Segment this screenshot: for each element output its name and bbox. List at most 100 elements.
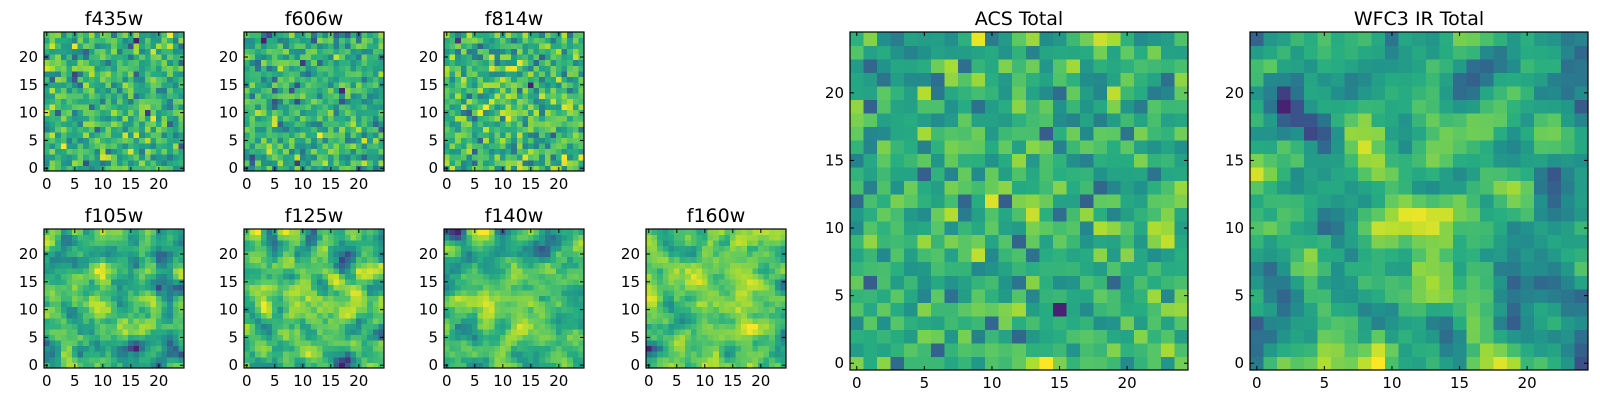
heatmap-cell xyxy=(572,351,579,358)
heatmap-cell xyxy=(283,245,290,252)
heatmap-cell xyxy=(578,312,585,319)
heatmap-cell xyxy=(444,351,450,358)
heatmap-cell xyxy=(696,240,703,247)
heatmap-cell xyxy=(528,126,534,133)
heatmap-cell xyxy=(780,329,787,336)
heatmap-cell xyxy=(44,329,50,336)
heatmap-cell xyxy=(139,43,146,50)
heatmap-cell xyxy=(328,82,334,88)
heatmap-cell xyxy=(483,340,490,347)
heatmap-cell xyxy=(863,248,878,263)
heatmap-cell xyxy=(350,284,357,291)
heatmap-cell xyxy=(116,245,123,252)
heatmap-cell xyxy=(44,87,50,94)
heatmap-cell xyxy=(544,143,551,150)
heatmap-cell xyxy=(718,312,725,319)
heatmap-cell xyxy=(741,317,748,324)
heatmap-cell xyxy=(83,295,90,302)
heatmap-cell xyxy=(139,245,146,252)
heatmap-cell xyxy=(55,290,62,297)
heatmap-cell xyxy=(300,273,306,280)
heatmap-cell xyxy=(77,137,84,144)
heatmap-cell xyxy=(505,240,512,247)
heatmap-cell xyxy=(516,329,523,336)
heatmap-cell xyxy=(763,240,770,247)
heatmap-cell xyxy=(367,104,374,111)
heatmap-cell xyxy=(780,340,787,347)
heatmap-cell xyxy=(511,290,518,297)
heatmap-cell xyxy=(958,356,973,371)
heatmap-cell xyxy=(328,126,334,133)
heatmap-cell xyxy=(511,229,518,235)
heatmap-cell xyxy=(260,48,267,55)
heatmap-cell xyxy=(522,87,529,94)
heatmap-cell xyxy=(60,126,67,133)
heatmap-cell xyxy=(283,115,290,122)
heatmap-cell xyxy=(333,362,340,369)
heatmap-cell xyxy=(100,143,106,150)
heatmap-cell xyxy=(350,115,357,122)
heatmap-cell xyxy=(730,351,736,358)
heatmap-cell xyxy=(718,279,725,285)
heatmap-cell xyxy=(44,356,50,363)
heatmap-cell xyxy=(516,54,523,61)
heatmap-cell xyxy=(460,37,467,44)
heatmap-cell xyxy=(780,284,787,291)
heatmap-cell xyxy=(774,329,781,336)
heatmap-cell xyxy=(931,167,946,182)
heatmap-cell xyxy=(249,251,256,258)
heatmap-cell xyxy=(505,351,512,358)
heatmap-cell xyxy=(178,229,185,235)
heatmap-cell xyxy=(178,240,185,247)
heatmap-cell xyxy=(260,120,267,127)
x-tick-label: 20 xyxy=(751,372,770,390)
heatmap-cell xyxy=(288,317,295,324)
heatmap-cell xyxy=(161,148,168,155)
heatmap-cell xyxy=(116,290,123,297)
heatmap-cell xyxy=(49,273,56,280)
heatmap-cell xyxy=(161,82,168,88)
heatmap-cell xyxy=(277,126,284,133)
heatmap-cell xyxy=(685,251,692,258)
heatmap-cell xyxy=(100,109,106,116)
heatmap-cell xyxy=(674,334,680,341)
heatmap-cell xyxy=(55,154,62,161)
heatmap-cell xyxy=(561,54,568,61)
heatmap-cell xyxy=(94,37,101,44)
heatmap-cell xyxy=(971,329,986,344)
heatmap-cell xyxy=(294,82,301,88)
heatmap-cell xyxy=(746,273,753,280)
heatmap-cell xyxy=(144,234,151,241)
heatmap-cell xyxy=(533,70,540,77)
heatmap-cell xyxy=(877,207,891,222)
heatmap-cell xyxy=(361,295,368,302)
heatmap-cell xyxy=(72,295,78,302)
heatmap-cell xyxy=(1079,329,1094,344)
heatmap-cell xyxy=(288,93,295,100)
heatmap-cell xyxy=(328,323,334,330)
heatmap-cell xyxy=(316,165,323,172)
heatmap-cell xyxy=(77,70,84,77)
heatmap-cell xyxy=(572,82,579,88)
heatmap-cell xyxy=(66,98,73,105)
heatmap-cell xyxy=(116,273,123,280)
heatmap-cell xyxy=(769,273,776,280)
x-tick-label: 20 xyxy=(549,372,568,390)
heatmap-cell xyxy=(311,70,318,77)
heatmap-cell xyxy=(144,295,151,302)
heatmap-cell xyxy=(88,120,95,127)
heatmap-cell xyxy=(105,165,112,172)
heatmap-cell xyxy=(850,275,864,290)
heatmap-cell xyxy=(477,356,484,363)
heatmap-cell xyxy=(516,70,523,77)
heatmap-cell xyxy=(917,356,932,371)
heatmap-cell xyxy=(361,273,368,280)
heatmap-cell xyxy=(111,165,118,172)
heatmap-cell xyxy=(724,273,731,280)
heatmap-cell xyxy=(724,334,731,341)
heatmap-cell xyxy=(322,295,329,302)
heatmap-cell xyxy=(472,126,478,133)
heatmap-cell xyxy=(850,342,864,357)
heatmap-cell xyxy=(305,251,312,258)
heatmap-cell xyxy=(780,317,787,324)
